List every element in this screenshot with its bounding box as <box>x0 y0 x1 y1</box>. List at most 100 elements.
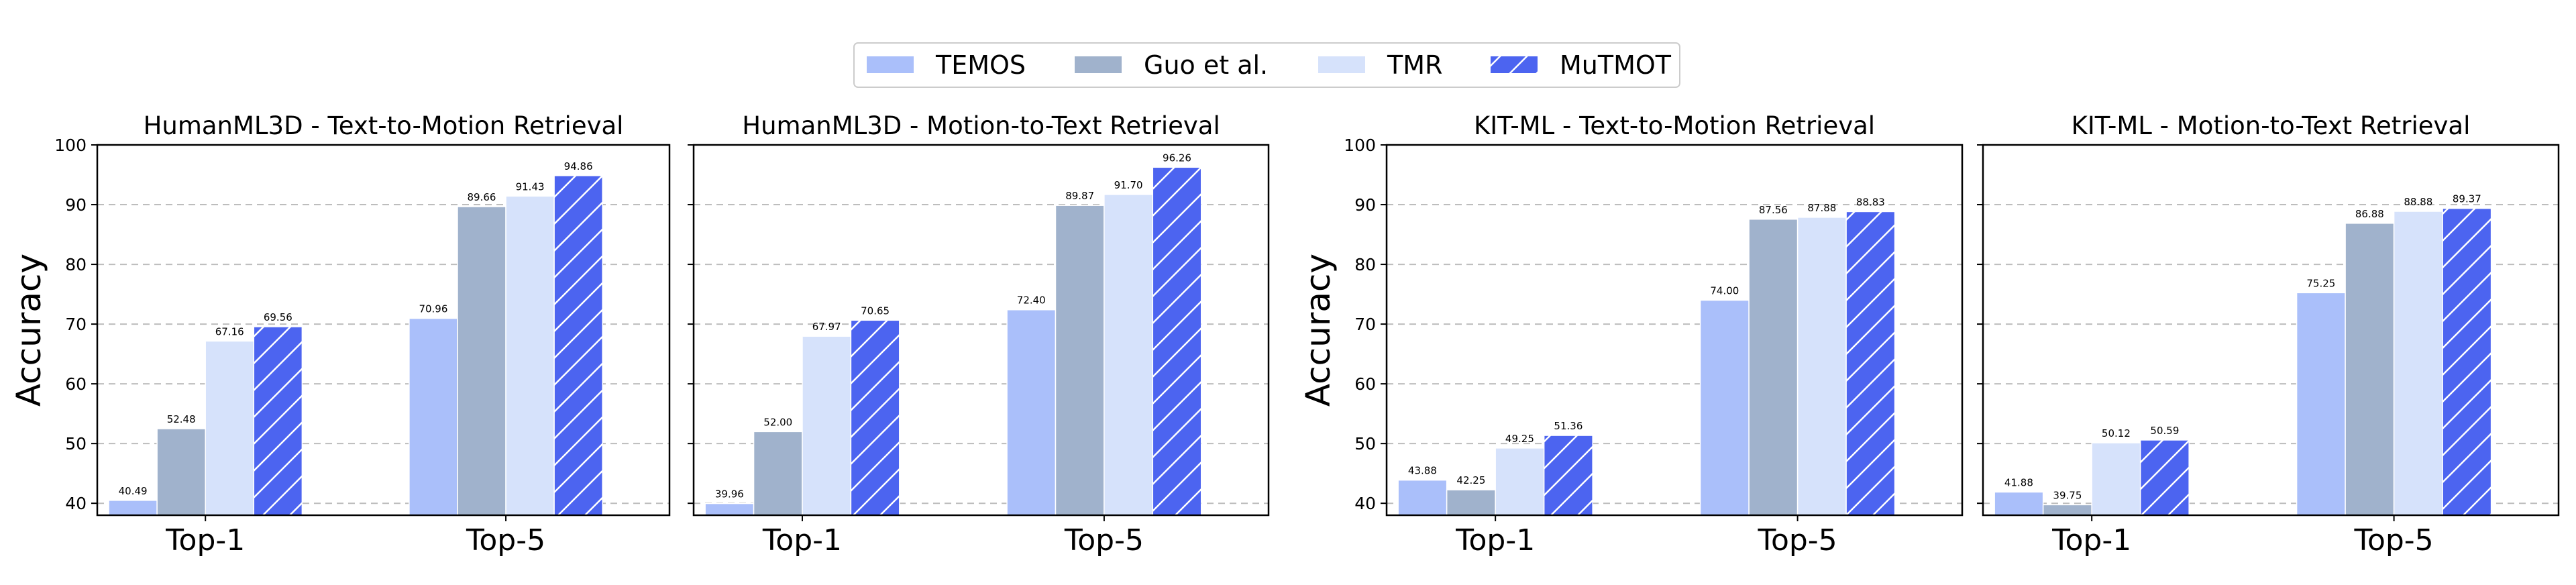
bar-hatch <box>2140 439 2190 515</box>
bar-tmr-top-1: 67.97 <box>802 321 852 516</box>
chart-panels: HumanML3D - Text-to-Motion Retrieval Accu… <box>9 111 2560 557</box>
data-label: 72.40 <box>1017 295 1046 307</box>
y-tick-label: 70 <box>65 315 87 334</box>
bar <box>753 431 803 516</box>
bar-temos-top-5: 74.00 <box>1699 284 1750 516</box>
legend-label: Guo et al. <box>1144 50 1268 80</box>
bar-guo-et-al-top-1: 52.00 <box>753 416 803 516</box>
panel-title: HumanML3D - Text-to-Motion Retrieval <box>144 111 624 140</box>
bar <box>205 340 255 516</box>
bar-guo-et-al-top-1: 52.48 <box>156 413 206 516</box>
bar <box>457 206 506 516</box>
legend-swatch-guo-et-al <box>1075 56 1122 73</box>
x-tick-label: Top-5 <box>1064 523 1144 557</box>
legend-item-tmr: TMR <box>1318 50 1442 80</box>
x-tick-label: Top-1 <box>165 523 245 557</box>
plot-frame <box>96 144 671 517</box>
panel-kit-ml-text-to-motion-retrieval: KIT-ML - Text-to-Motion Retrieval Accurac… <box>1299 111 1964 557</box>
plot-frame <box>1982 144 2560 517</box>
data-label: 89.66 <box>468 191 496 203</box>
bar-mutmot-top-1: 69.56 <box>253 311 303 516</box>
data-label: 86.88 <box>2355 208 2384 220</box>
bar <box>505 195 555 516</box>
panel-kit-ml-motion-to-text-retrieval: KIT-ML - Motion-to-Text Retrieval 41.88 39… <box>1977 111 2560 557</box>
x-tick-label: Top-1 <box>762 523 842 557</box>
legend-item-mutmot: MuTMOT <box>1491 50 1672 80</box>
bar <box>2345 223 2395 516</box>
data-label: 43.88 <box>1408 465 1437 477</box>
data-label: 87.56 <box>1759 204 1788 216</box>
data-label: 70.96 <box>419 303 447 315</box>
legend-item-guo-et-al: Guo et al. <box>1075 50 1268 80</box>
plot-frame <box>692 144 1270 517</box>
bar-tmr-top-5: 91.43 <box>505 180 555 516</box>
data-label: 88.88 <box>2404 196 2432 208</box>
data-label: 67.97 <box>812 321 841 333</box>
bar <box>1006 309 1057 516</box>
y-tick-label: 90 <box>1354 195 1376 215</box>
y-tick-label: 40 <box>1354 494 1376 513</box>
y-tick-label: 50 <box>65 434 87 454</box>
y-tick-label: 100 <box>1344 136 1376 155</box>
bar-mutmot-top-1: 51.36 <box>1543 420 1593 516</box>
bar-hatch <box>254 327 303 515</box>
panel-humanml3d-motion-to-text-retrieval: HumanML3D - Motion-to-Text Retrieval 39.9… <box>688 111 1270 557</box>
bar <box>2091 442 2141 516</box>
data-label: 50.59 <box>2150 425 2179 437</box>
y-tick-label: 70 <box>1354 315 1376 334</box>
bar-mutmot-top-5: 89.37 <box>2442 193 2492 516</box>
bar <box>802 335 852 516</box>
bar-temos-top-5: 75.25 <box>2296 277 2346 516</box>
bar <box>108 500 158 516</box>
y-tick-label: 90 <box>65 195 87 215</box>
bar-mutmot-top-5: 96.26 <box>1152 152 1202 516</box>
bar-guo-et-al-top-1: 39.75 <box>2042 489 2092 516</box>
y-tick-label: 60 <box>1354 374 1376 394</box>
y-axis-label: Accuracy <box>1299 254 1338 407</box>
bar <box>2393 211 2443 516</box>
data-label: 39.96 <box>715 488 744 500</box>
bar <box>1796 217 1847 516</box>
bar <box>156 428 206 516</box>
bar <box>1495 447 1545 516</box>
y-tick-label: 40 <box>65 494 87 513</box>
data-label: 50.12 <box>2102 427 2131 439</box>
x-tick-label: Top-5 <box>1758 523 1837 557</box>
data-label: 67.16 <box>215 325 244 337</box>
x-tick-label: Top-5 <box>466 523 545 557</box>
legend-swatch-temos <box>867 56 914 73</box>
y-tick-label: 60 <box>65 374 87 394</box>
bar-tmr-top-1: 50.12 <box>2091 427 2141 516</box>
panel-title: KIT-ML - Motion-to-Text Retrieval <box>2072 111 2471 140</box>
bar-mutmot-top-1: 50.59 <box>2139 425 2190 516</box>
bar-tmr-top-1: 67.16 <box>205 325 255 516</box>
x-tick-label: Top-1 <box>1455 523 1535 557</box>
bar-temos-top-1: 40.49 <box>108 485 158 516</box>
bar-temos-top-5: 70.96 <box>409 303 458 516</box>
legend-swatch-hatch <box>1491 56 1538 73</box>
bar <box>2042 504 2092 516</box>
x-tick-label: Top-5 <box>2354 523 2434 557</box>
legend-label: TMR <box>1387 50 1442 80</box>
data-label: 91.70 <box>1114 179 1143 191</box>
legend-entries: TEMOS Guo et al. TMR MuTMOT <box>867 50 1672 80</box>
panel-title: HumanML3D - Motion-to-Text Retrieval <box>742 111 1220 140</box>
bar-hatch <box>1544 435 1593 515</box>
bar-tmr-top-5: 87.88 <box>1796 202 1847 516</box>
data-label: 94.86 <box>564 160 593 172</box>
bar-guo-et-al-top-5: 89.66 <box>457 191 506 516</box>
legend-swatch-tmr <box>1318 56 1365 73</box>
bar <box>1699 299 1750 516</box>
panel-title: KIT-ML - Text-to-Motion Retrieval <box>1474 111 1875 140</box>
data-label: 87.88 <box>1807 202 1836 214</box>
y-tick-label: 80 <box>65 255 87 274</box>
data-label: 75.25 <box>2306 277 2335 289</box>
legend: TEMOS Guo et al. TMR MuTMOT <box>853 42 1680 88</box>
bar-hatch <box>2443 208 2491 515</box>
panel-humanml3d-text-to-motion-retrieval: HumanML3D - Text-to-Motion Retrieval Accu… <box>9 111 671 557</box>
data-label: 89.87 <box>1065 190 1094 202</box>
bar <box>409 317 458 516</box>
data-label: 39.75 <box>2053 489 2082 501</box>
bar-hatch <box>1846 211 1895 515</box>
data-label: 41.88 <box>2004 476 2033 488</box>
